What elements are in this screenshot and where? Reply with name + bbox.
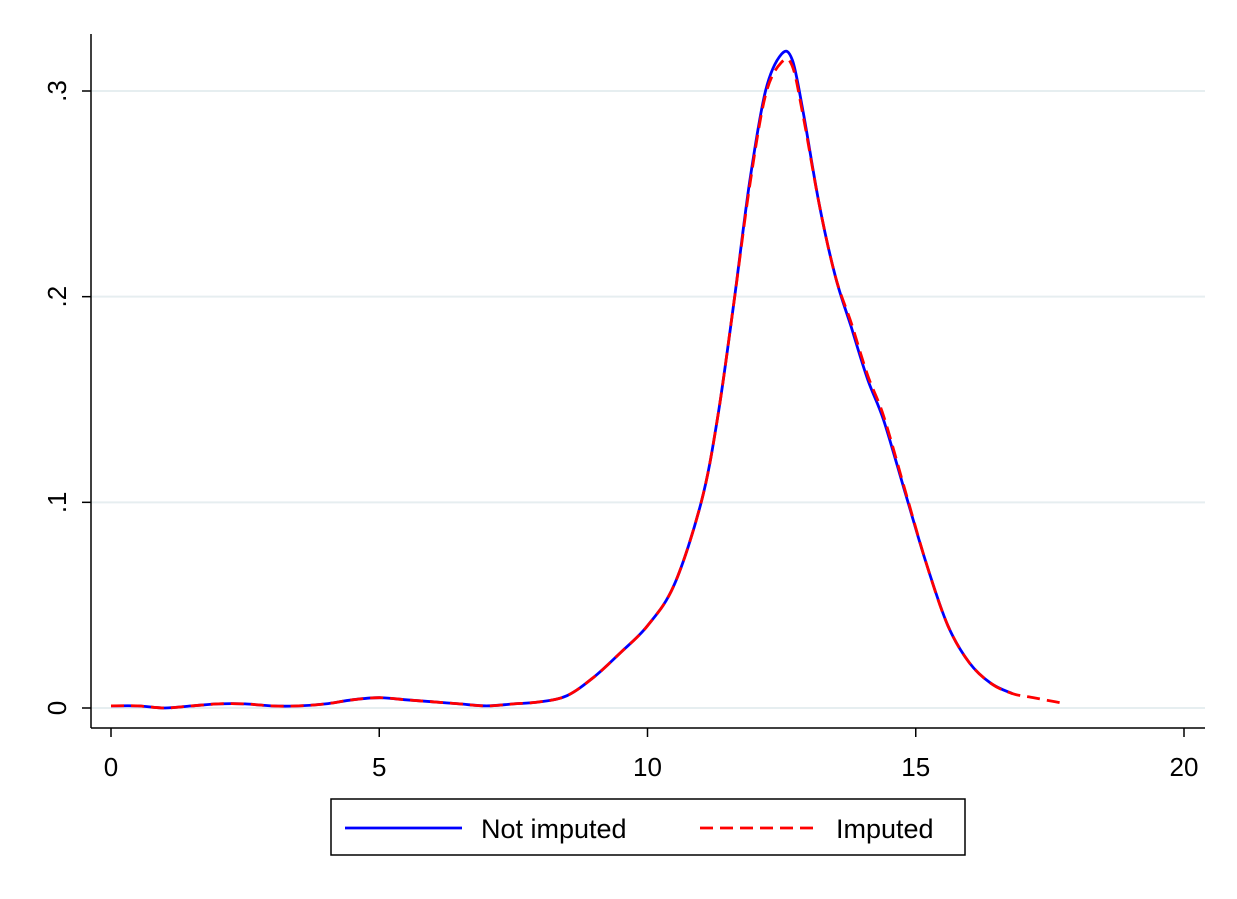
x-tick-label-4: 20 [1170,752,1199,782]
axes: 0 5 10 15 20 0 .1 .2 .3 [42,34,1205,782]
series-lines [110,49,1067,710]
x-tick-label-1: 5 [372,752,386,782]
legend-label-1: Imputed [836,814,934,844]
x-tick-label-3: 15 [901,752,930,782]
legend-label-0: Not imputed [481,814,627,844]
x-tick-label-2: 10 [633,752,662,782]
grid-lines [91,90,1205,709]
legend: Not imputed Imputed [330,798,966,856]
y-tick-label-3: .3 [42,80,72,102]
y-tick-label-0: 0 [42,701,72,715]
x-tick-label-0: 0 [104,752,118,782]
y-tick-label-1: .1 [42,491,72,513]
y-tick-label-2: .2 [42,286,72,308]
series-line-imputed [110,57,1067,710]
